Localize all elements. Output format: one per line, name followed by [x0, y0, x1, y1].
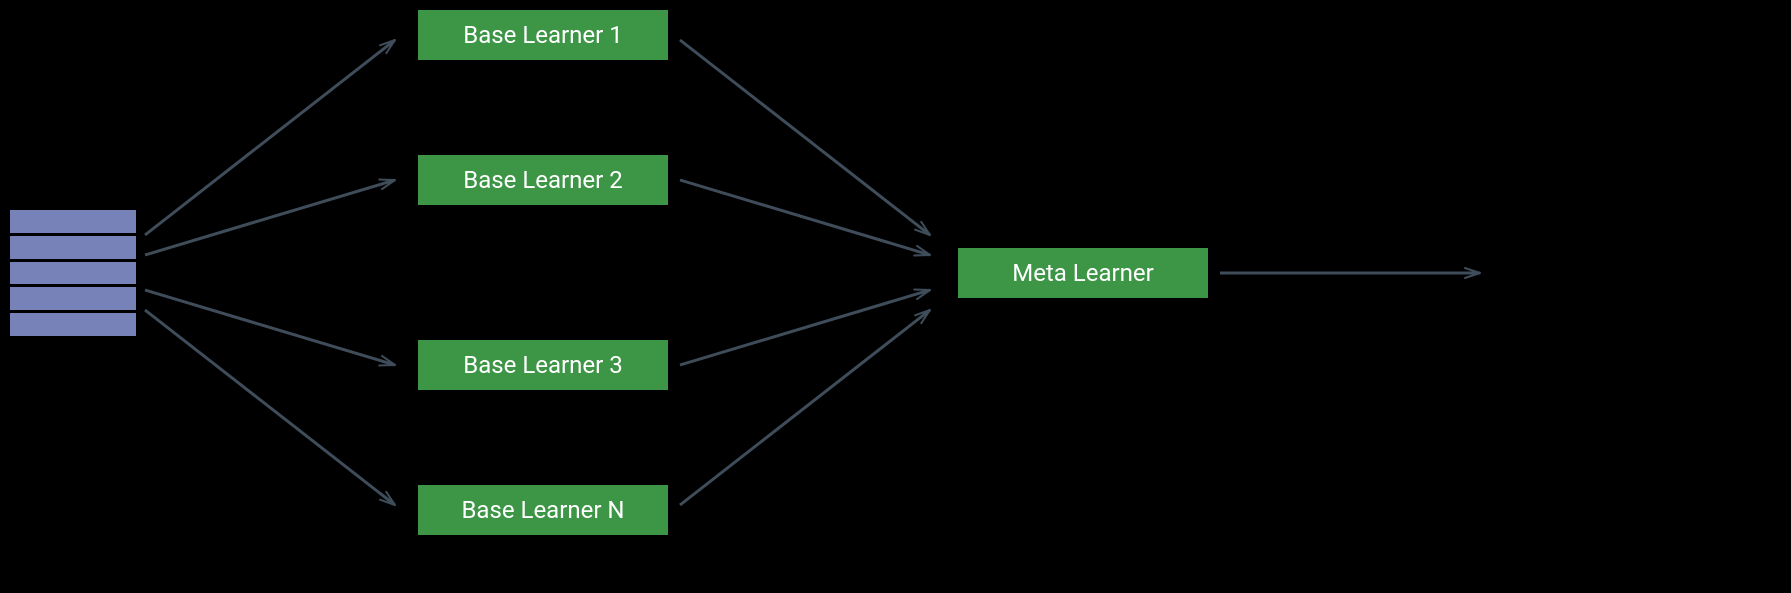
- data-source-table: [8, 208, 138, 338]
- arrows-layer: [0, 0, 1791, 593]
- node-base1: Base Learner 1: [418, 10, 668, 60]
- edge-baseN-to-meta: [680, 310, 930, 505]
- data-row: [10, 313, 136, 336]
- edge-data-to-baseN: [145, 310, 395, 505]
- data-row: [10, 236, 136, 262]
- node-label: Base Learner N: [461, 496, 624, 524]
- edge-data-to-base3: [145, 290, 395, 365]
- edge-base2-to-meta: [680, 180, 930, 255]
- edge-base3-to-meta: [680, 290, 930, 365]
- node-label: Base Learner 1: [463, 21, 622, 49]
- edge-base1-to-meta: [680, 40, 930, 235]
- data-row: [10, 262, 136, 288]
- edge-data-to-base1: [145, 40, 395, 235]
- node-label: Base Learner 2: [463, 166, 622, 194]
- node-meta: Meta Learner: [958, 248, 1208, 298]
- node-base3: Base Learner 3: [418, 340, 668, 390]
- node-baseN: Base Learner N: [418, 485, 668, 535]
- data-row: [10, 287, 136, 313]
- edge-data-to-base2: [145, 180, 395, 255]
- node-label: Base Learner 3: [463, 351, 622, 379]
- node-label: Meta Learner: [1012, 259, 1154, 287]
- node-base2: Base Learner 2: [418, 155, 668, 205]
- data-row: [10, 210, 136, 236]
